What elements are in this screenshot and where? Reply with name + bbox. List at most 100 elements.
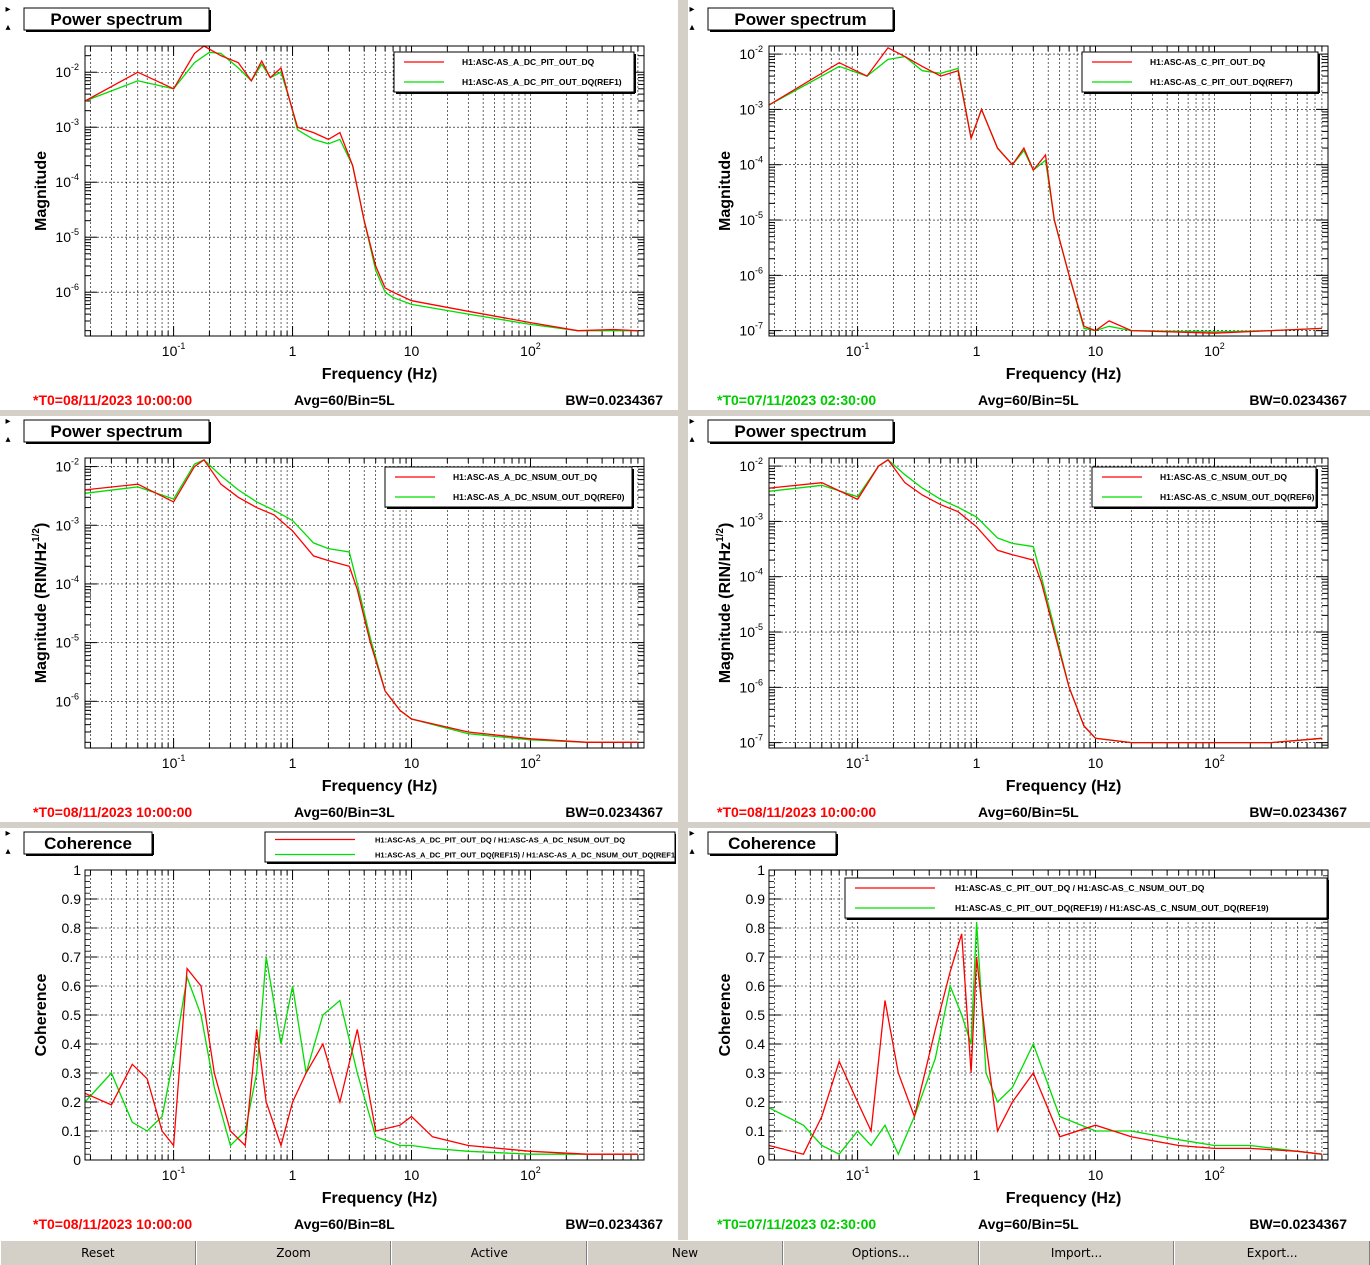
chart-title: Coherence [44, 834, 132, 853]
legend-entry: H1:ASC-AS_A_DC_PIT_OUT_DQ(REF15) / H1:AS… [375, 851, 676, 860]
y-tick-label: 0.9 [746, 891, 766, 907]
panel-nav-down-icon[interactable]: ▴ [5, 434, 11, 445]
y-tick-label: 0.4 [746, 1036, 766, 1052]
y-tick-label: 10-6 [739, 677, 763, 695]
reset-button[interactable]: Reset [0, 1241, 196, 1265]
x-tick-label: 102 [1204, 753, 1225, 771]
t0-label: *T0=08/11/2023 10:00:00 [717, 804, 876, 820]
series-line-main [769, 458, 1322, 744]
plot-panel-1[interactable]: ▸ ▴ Power spectrum 10-1 1 10 102 10-6 10-5 10-4 10… [0, 0, 676, 408]
plot-frame [84, 869, 645, 1161]
panel-nav-up-icon[interactable]: ▸ [5, 416, 11, 427]
y-tick-label: 0.1 [746, 1123, 766, 1139]
x-tick-label: 10-1 [162, 753, 186, 771]
plot-frame [84, 45, 645, 337]
panel-nav-up-icon[interactable]: ▸ [689, 416, 695, 427]
series-line-reference [85, 459, 638, 743]
vertical-splitter[interactable] [678, 0, 688, 1240]
x-axis-label: Frequency (Hz) [1006, 778, 1122, 795]
horizontal-splitter-2[interactable] [0, 822, 1370, 828]
y-tick-label: 10-4 [55, 574, 79, 592]
x-tick-label: 1 [973, 755, 981, 771]
x-tick-label: 10 [1088, 1167, 1104, 1183]
legend: H1:ASC-AS_C_PIT_OUT_DQ / H1:ASC-AS_C_NSU… [844, 877, 1329, 920]
x-tick-label: 10-1 [162, 341, 186, 359]
bandwidth-label: BW=0.0234367 [565, 392, 663, 408]
series-line-reference [85, 956, 638, 1155]
legend-entry: H1:ASC-AS_C_NSUM_OUT_DQ(REF6) [1160, 492, 1315, 502]
x-tick-label: 102 [520, 753, 541, 771]
panel-nav-down-icon[interactable]: ▴ [5, 846, 11, 857]
x-axis-label: Frequency (Hz) [322, 366, 438, 383]
chart-svg: Coherence 10-1 1 10 102 0 0.1 0.2 0.3 0.4 0.5 0.6 0.… [707, 831, 1347, 1232]
x-tick-label: 10 [404, 343, 420, 359]
zoom-button[interactable]: Zoom [195, 1241, 392, 1265]
plot-panel-2[interactable]: ▸ ▴ Power spectrum 10-1 1 10 102 10-7 10-6 10-5 10… [684, 0, 1360, 408]
panel-nav-up-icon[interactable]: ▸ [689, 4, 695, 15]
y-tick-label: 10-4 [55, 172, 79, 190]
plot-panel-4[interactable]: ▸ ▴ Power spectrum 10-1 1 10 102 10-7 10-6 10-5 10… [684, 412, 1360, 820]
series-line-reference [769, 922, 1322, 1156]
horizontal-splitter-1[interactable] [0, 410, 1370, 416]
active-button[interactable]: Active [391, 1241, 588, 1265]
plot-panel-5[interactable]: ▸ ▴ Coherence 10-1 1 10 102 0 0.1 0.2 0.3 0.4 0.5 0.6… [0, 824, 676, 1232]
y-tick-label: 0.8 [62, 920, 82, 936]
y-tick-label: 10-5 [739, 210, 763, 228]
panel-nav-down-icon[interactable]: ▴ [689, 434, 695, 445]
series-line-main [85, 458, 638, 743]
legend: H1:ASC-AS_A_DC_NSUM_OUT_DQ H1:ASC-AS_A_DC… [384, 466, 634, 509]
chart-svg: Power spectrum 10-1 1 10 102 10-6 10-5 10-4 10-3… [23, 419, 663, 820]
avg-bin-label: Avg=60/Bin=5L [978, 1216, 1079, 1232]
x-tick-label: 102 [1204, 341, 1225, 359]
chart-title: Coherence [728, 834, 816, 853]
y-tick-label: 0.3 [62, 1065, 82, 1081]
x-tick-label: 10 [1088, 755, 1104, 771]
plot-panel-3[interactable]: ▸ ▴ Power spectrum 10-1 1 10 102 10-6 10-5 10-4 10… [0, 412, 676, 820]
t0-label: *T0=07/11/2023 02:30:00 [717, 392, 876, 408]
x-tick-label: 1 [289, 343, 297, 359]
legend-entry: H1:ASC-AS_C_NSUM_OUT_DQ [1160, 472, 1287, 482]
chart-svg: Power spectrum 10-1 1 10 102 10-6 10-5 10-4 10-3… [23, 7, 663, 408]
panel-nav-up-icon[interactable]: ▸ [5, 4, 11, 15]
import-button[interactable]: Import... [978, 1241, 1175, 1265]
t0-label: *T0=08/11/2023 10:00:00 [33, 392, 192, 408]
panel-nav-up-icon[interactable]: ▸ [5, 828, 11, 839]
plot-frame [768, 45, 1329, 337]
x-tick-label: 10-1 [846, 341, 870, 359]
chart-title: Power spectrum [734, 10, 866, 29]
panel-nav-down-icon[interactable]: ▴ [689, 22, 695, 33]
legend-entry: H1:ASC-AS_C_PIT_OUT_DQ [1150, 57, 1266, 67]
plot-panel-6[interactable]: ▸ ▴ Coherence 10-1 1 10 102 0 0.1 0.2 0.3 0.4 0.5 0.6… [684, 824, 1360, 1232]
chart-title: Power spectrum [50, 422, 182, 441]
legend-entry: H1:ASC-AS_C_PIT_OUT_DQ(REF19) / H1:ASC-A… [955, 903, 1269, 913]
legend-entry: H1:ASC-AS_A_DC_PIT_OUT_DQ / H1:ASC-AS_A_… [375, 836, 625, 845]
options-button[interactable]: Options... [782, 1241, 979, 1265]
y-tick-label: 0.8 [746, 920, 766, 936]
y-tick-label: 10-6 [55, 691, 79, 709]
avg-bin-label: Avg=60/Bin=3L [294, 804, 395, 820]
y-tick-label: 10-2 [739, 44, 763, 62]
legend: H1:ASC-AS_C_NSUM_OUT_DQ H1:ASC-AS_C_NSUM_… [1091, 466, 1318, 509]
y-tick-label: 0.7 [62, 949, 82, 965]
legend-entry: H1:ASC-AS_C_PIT_OUT_DQ / H1:ASC-AS_C_NSU… [955, 883, 1205, 893]
y-tick-label: 0.4 [62, 1036, 82, 1052]
panel-nav-up-icon[interactable]: ▸ [689, 828, 695, 839]
y-tick-label: 10-6 [739, 265, 763, 283]
new-button[interactable]: New [587, 1241, 783, 1265]
y-axis-label: Coherence [33, 974, 50, 1057]
y-tick-label: 0.1 [62, 1123, 82, 1139]
y-axis-label: Magnitude [33, 151, 50, 231]
y-axis-label: Magnitude (RIN/Hz1/2) [715, 523, 734, 684]
y-tick-label: 10-7 [739, 733, 763, 751]
y-tick-label: 0.5 [62, 1007, 82, 1023]
series-line-reference [85, 51, 638, 332]
panel-nav-down-icon[interactable]: ▴ [5, 22, 11, 33]
toolbar: Reset Zoom Active New Options... Import.… [0, 1240, 1370, 1265]
y-tick-label: 10-4 [739, 155, 763, 173]
series-line-reference [769, 55, 1322, 333]
legend: H1:ASC-AS_A_DC_PIT_OUT_DQ / H1:ASC-AS_A_… [264, 831, 676, 864]
y-axis-label: Coherence [717, 974, 734, 1057]
export-button[interactable]: Export... [1174, 1241, 1370, 1265]
panel-nav-down-icon[interactable]: ▴ [689, 846, 695, 857]
y-tick-label: 10-3 [739, 99, 763, 117]
